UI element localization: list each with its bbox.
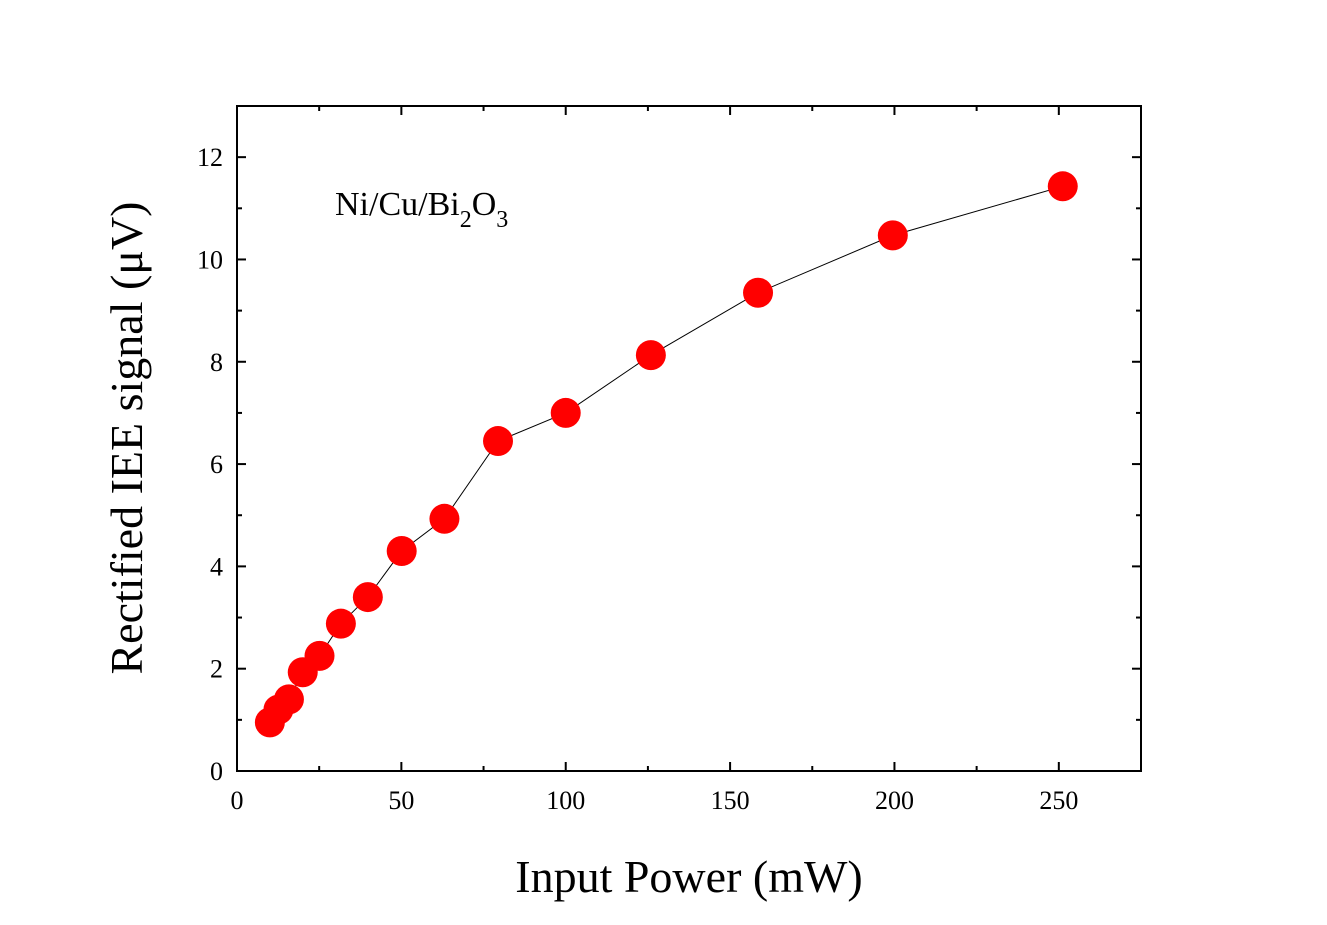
data-point [429, 503, 460, 534]
data-point [325, 608, 356, 639]
x-tick-label: 100 [546, 786, 585, 815]
x-tick-label: 250 [1039, 786, 1078, 815]
data-point [483, 426, 514, 457]
annotation-mid: O [472, 186, 497, 223]
annotation-base: Ni/Cu/Bi [335, 186, 460, 223]
y-tick-label: 10 [197, 245, 223, 274]
data-point [304, 640, 335, 671]
data-point [273, 684, 304, 715]
plot-frame [236, 105, 1142, 772]
tick-labels: 0 50 100 150 200 250 0 2 4 6 8 10 12 [197, 143, 1078, 815]
x-tick-label: 0 [231, 786, 244, 815]
data-point [386, 536, 417, 567]
x-tick-label: 50 [388, 786, 414, 815]
y-tick-label: 4 [210, 552, 223, 581]
y-tick-label: 8 [210, 348, 223, 377]
series-line [269, 185, 1063, 723]
axis-ticks [236, 105, 1142, 772]
y-tick-label: 12 [197, 143, 223, 172]
y-tick-label: 0 [210, 757, 223, 786]
data-point [743, 277, 774, 308]
y-tick-label: 6 [210, 450, 223, 479]
data-point [1047, 171, 1078, 202]
x-tick-label: 150 [711, 786, 750, 815]
data-points [254, 171, 1078, 738]
data-point [352, 582, 383, 613]
annotation-label: Ni/Cu/Bi2O3 [335, 186, 508, 233]
data-point [550, 397, 581, 428]
data-point [877, 220, 908, 251]
annotation-sub1: 2 [460, 207, 472, 233]
y-axis-title: Rectified IEE signal (μV) [101, 201, 152, 674]
y-tick-label: 2 [210, 655, 223, 684]
annotation-sub2: 3 [496, 207, 508, 233]
x-tick-label: 200 [875, 786, 914, 815]
data-point [635, 340, 666, 371]
x-axis-title: Input Power (mW) [515, 851, 862, 902]
